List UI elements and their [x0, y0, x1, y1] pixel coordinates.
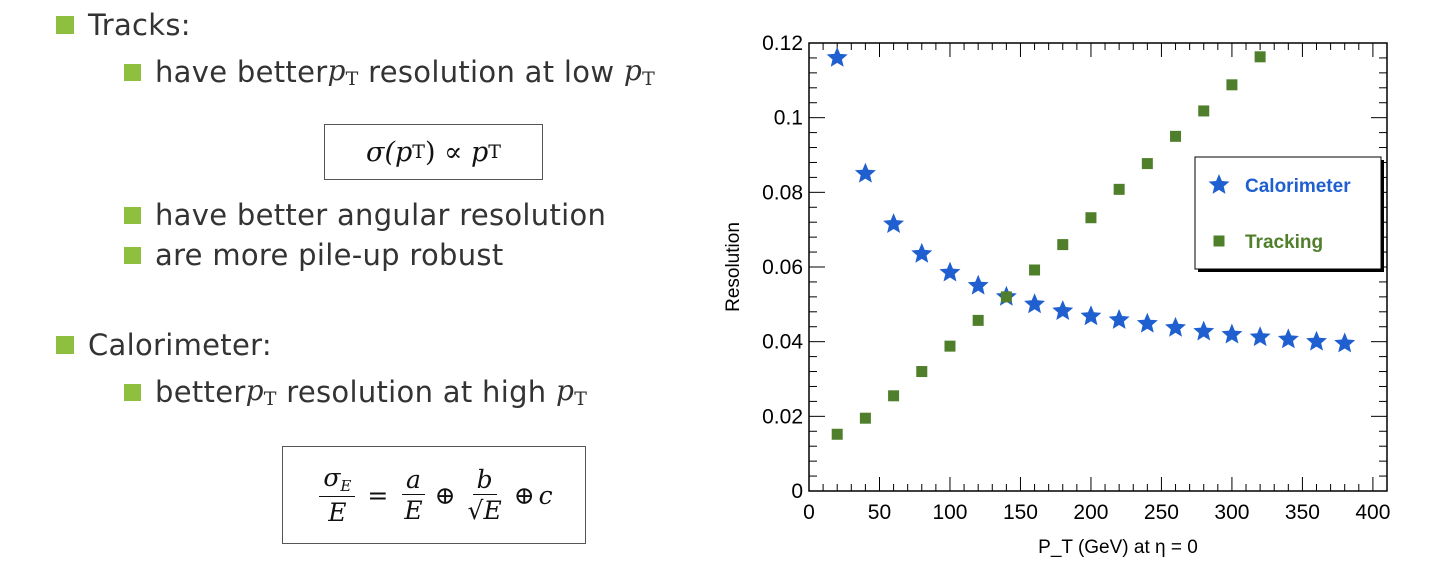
- calorimeter-point: [967, 274, 989, 295]
- calorimeter-point: [1277, 328, 1299, 349]
- tracks-heading: Tracks:: [88, 8, 191, 42]
- tracking-point: [1057, 239, 1069, 251]
- calorimeter-point: [1052, 300, 1074, 320]
- calorimeter-formula-box: σE E = a E ⊕ b √E ⊕ c: [282, 446, 586, 544]
- x-tick-label: 0: [803, 501, 815, 524]
- tracking-point: [1085, 212, 1097, 224]
- tracking-point: [972, 314, 984, 326]
- calorimeter-point: [1249, 326, 1271, 347]
- x-tick-label: 50: [868, 501, 891, 524]
- calorimeter-heading: Calorimeter:: [88, 328, 272, 362]
- calorimeter-point: [1165, 316, 1186, 337]
- calorimeter-point: [883, 213, 904, 233]
- y-tick-label: 0.12: [762, 32, 803, 55]
- calorimeter-point: [911, 242, 933, 263]
- frac-a-over-E: a E: [400, 467, 426, 523]
- y-tick-label: 0.08: [762, 181, 803, 204]
- legend-label: Tracking: [1245, 232, 1323, 253]
- tracking-point: [916, 366, 928, 378]
- x-tick-label: 300: [1214, 501, 1249, 524]
- calorimeter-point: [939, 261, 961, 282]
- resolution-chart: 0 50 100 150 200 250 300 350 400 0 0.02 0.04 0.06 0.0…: [723, 32, 1390, 558]
- tracks-item3: are more pile-up robust: [155, 238, 504, 272]
- frac-b-over-sqrtE: b √E: [467, 465, 502, 525]
- tracks-item1-pre: have better: [155, 55, 328, 89]
- sub-bullet-square-icon: [124, 383, 141, 401]
- calorimeter-point: [1334, 332, 1356, 353]
- legend-marker: [1213, 235, 1225, 247]
- tracks-formula-lhs: σ(: [366, 136, 395, 168]
- tracking-point: [1198, 105, 1210, 117]
- tracking-point: [1000, 291, 1012, 303]
- tracks-item-pt-resolution: have better pT resolution at low pT: [124, 54, 655, 90]
- calorimeter-item-pt-resolution: better pT resolution at high pT: [124, 374, 587, 410]
- y-tick-label: 0.1: [774, 107, 803, 130]
- pt-symbol: pT: [245, 374, 277, 410]
- x-tick-label: 100: [932, 501, 967, 524]
- calorimeter-point: [1221, 323, 1243, 344]
- legend-label: Calorimeter: [1245, 176, 1351, 197]
- y-tick-label: 0.04: [762, 331, 803, 354]
- pt-symbol: pT: [327, 54, 359, 90]
- tracks-item1-mid: resolution at low: [358, 55, 624, 89]
- tracking-point: [859, 412, 871, 424]
- tracking-point: [831, 428, 843, 440]
- bullet-square-icon: [56, 336, 74, 354]
- calorimeter-point: [1208, 174, 1230, 194]
- tracking-point: [1029, 264, 1041, 276]
- sub-bullet-square-icon: [124, 206, 141, 224]
- y-tick-label: 0.02: [762, 405, 803, 428]
- calorimeter-point: [1080, 305, 1102, 326]
- legend-box: [1194, 156, 1382, 270]
- x-tick-label: 150: [1003, 501, 1038, 524]
- y-tick-label: 0: [791, 480, 803, 503]
- tracks-item2: have better angular resolution: [155, 198, 607, 232]
- sub-bullet-square-icon: [124, 63, 141, 81]
- x-tick-label: 400: [1355, 501, 1390, 524]
- calorimeter-item1-mid: resolution at high: [276, 375, 556, 409]
- bullet-square-icon: [56, 16, 74, 34]
- tracks-item-angular: have better angular resolution: [124, 198, 606, 232]
- x-axis-label: P_T (GeV) at η = 0: [1038, 537, 1198, 558]
- calorimeter-point: [1193, 320, 1215, 341]
- sub-bullet-square-icon: [124, 246, 141, 264]
- calorimeter-point: [826, 46, 848, 67]
- calorimeter-point: [854, 162, 876, 183]
- calorimeter-point: [1136, 312, 1158, 333]
- tracking-point: [1141, 158, 1153, 170]
- x-tick-label: 250: [1144, 501, 1179, 524]
- tracking-point: [888, 390, 900, 402]
- tracks-formula-prop: ) ∝: [424, 136, 471, 168]
- tracking-point: [1254, 51, 1266, 63]
- y-axis-label: Resolution: [723, 222, 744, 312]
- pt-symbol: pT: [623, 54, 656, 90]
- tracking-point: [1170, 130, 1182, 142]
- calorimeter-point: [1306, 330, 1327, 351]
- tracks-item-pileup: are more pile-up robust: [124, 238, 504, 272]
- x-tick-label: 350: [1285, 501, 1320, 524]
- bullet-calorimeter: Calorimeter:: [56, 328, 272, 362]
- calorimeter-point: [1024, 293, 1045, 314]
- calorimeter-item1-pre: better: [155, 375, 246, 409]
- tracking-point: [1226, 79, 1238, 91]
- pt-symbol: pT: [556, 374, 588, 410]
- frac-sigma-over-E: σE E: [319, 465, 356, 525]
- tracking-series: [831, 51, 1266, 440]
- tracking-point: [944, 340, 956, 352]
- tracking-point: [1113, 183, 1125, 195]
- bullet-tracks: Tracks:: [56, 8, 191, 42]
- x-tick-label: 200: [1073, 501, 1108, 524]
- y-tick-label: 0.06: [762, 256, 803, 279]
- calorimeter-point: [1108, 309, 1130, 329]
